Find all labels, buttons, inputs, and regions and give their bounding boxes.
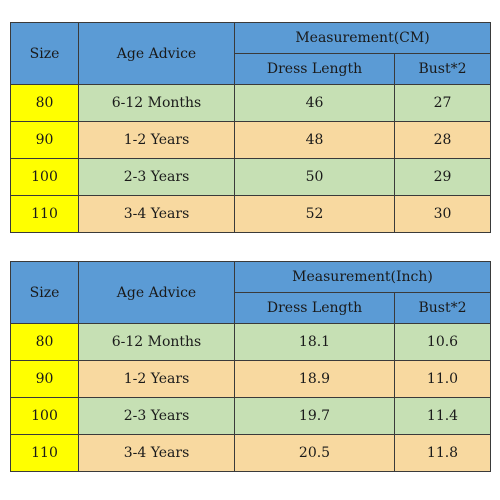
size-chart-cm-table: Size Age Advice Measurement(CM) Dress Le… <box>10 22 492 233</box>
age-cell: 1-2 Years <box>78 360 235 398</box>
size-header: Size <box>10 261 79 324</box>
dress-length-header: Dress Length <box>234 53 395 85</box>
bust-header: Bust*2 <box>393 53 492 85</box>
dress-length-header: Dress Length <box>234 292 395 324</box>
size-cell: 90 <box>10 360 79 398</box>
size-cell: 90 <box>10 121 79 159</box>
dress-length-cell: 46 <box>234 84 395 122</box>
table-row: 100 2-3 Years 50 29 <box>10 158 492 196</box>
size-cell: 110 <box>10 434 79 472</box>
table-row: 80 6-12 Months 18.1 10.6 <box>10 323 491 361</box>
age-cell: 6-12 Months <box>78 84 235 122</box>
dress-length-cell: 52 <box>234 195 395 233</box>
dress-length-cell: 20.5 <box>234 434 395 472</box>
size-cell: 80 <box>10 323 79 361</box>
size-cell: 80 <box>10 84 79 122</box>
age-advice-header: Age Advice <box>78 22 235 85</box>
table-row: 110 3-4 Years 52 30 <box>10 195 492 233</box>
measurement-header: Measurement(CM) <box>233 22 492 54</box>
table-header-row: Size Age Advice Measurement(CM) <box>10 22 492 85</box>
age-cell: 6-12 Months <box>78 323 235 361</box>
table-row: 100 2-3 Years 19.7 11.4 <box>10 397 491 435</box>
table-row: 90 1-2 Years 18.9 11.0 <box>10 360 491 398</box>
size-cell: 100 <box>10 397 79 435</box>
size-chart-inch-table: Size Age Advice Measurement(Inch) Dress … <box>10 261 491 472</box>
table-row: 80 6-12 Months 46 27 <box>10 84 492 122</box>
bust-cell: 28 <box>393 121 492 159</box>
dress-length-cell: 19.7 <box>234 397 395 435</box>
bust-cell: 10.6 <box>394 323 491 361</box>
table-row: 110 3-4 Years 20.5 11.8 <box>10 434 491 472</box>
size-cell: 110 <box>10 195 79 233</box>
bust-cell: 11.4 <box>394 397 491 435</box>
dress-length-cell: 50 <box>234 158 395 196</box>
age-cell: 3-4 Years <box>78 195 235 233</box>
bust-cell: 11.8 <box>394 434 491 472</box>
measurement-header: Measurement(Inch) <box>234 261 491 293</box>
age-cell: 1-2 Years <box>78 121 235 159</box>
bust-cell: 29 <box>393 158 492 196</box>
size-header: Size <box>10 22 79 85</box>
size-cell: 100 <box>10 158 79 196</box>
age-advice-header: Age Advice <box>78 261 235 324</box>
bust-header: Bust*2 <box>394 292 491 324</box>
bust-cell: 27 <box>393 84 492 122</box>
bust-cell: 11.0 <box>394 360 491 398</box>
table-row: 90 1-2 Years 48 28 <box>10 121 492 159</box>
table-header-row: Size Age Advice Measurement(Inch) <box>10 261 491 324</box>
age-cell: 3-4 Years <box>78 434 235 472</box>
age-cell: 2-3 Years <box>78 397 235 435</box>
table-subheader-row: Dress Length Bust*2 <box>11 53 492 85</box>
bust-cell: 30 <box>393 195 492 233</box>
dress-length-cell: 18.1 <box>234 323 395 361</box>
age-cell: 2-3 Years <box>78 158 235 196</box>
dress-length-cell: 18.9 <box>234 360 395 398</box>
dress-length-cell: 48 <box>234 121 395 159</box>
